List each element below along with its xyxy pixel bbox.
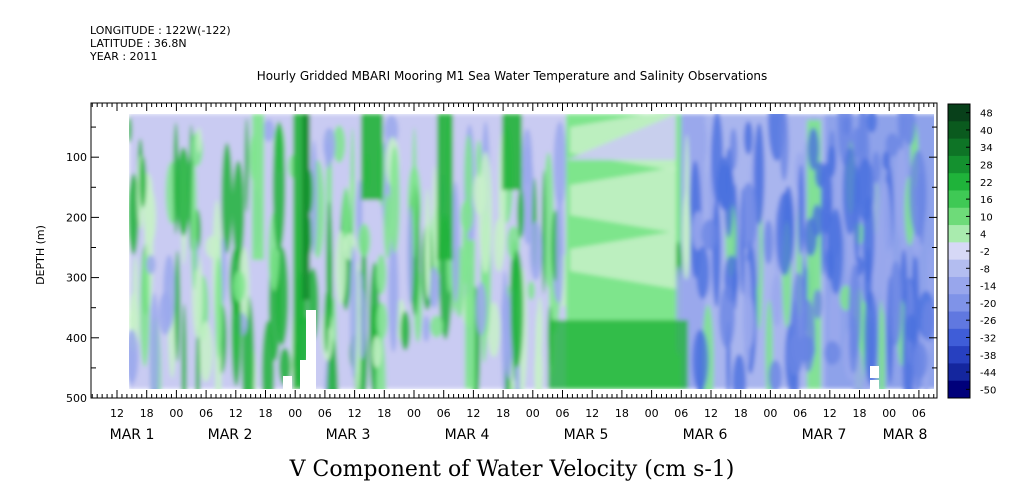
colorbar-swatch: [948, 104, 970, 122]
year-label: YEAR : 2011: [89, 50, 158, 63]
colorbar-tick-label: -2: [980, 247, 990, 258]
colorbar-tick-label: 16: [980, 195, 993, 206]
longitude-label: LONGITUDE : 122W(-122): [90, 24, 231, 37]
colorbar-swatch: [948, 294, 970, 313]
x-tick-label: 12: [585, 407, 599, 420]
colorbar-swatch: [948, 276, 970, 295]
colorbar-tick-label: -32: [980, 333, 996, 344]
colorbar-tick-label: 10: [980, 212, 993, 223]
x-tick-label: 12: [229, 407, 243, 420]
colorbar-swatch: [948, 207, 970, 226]
x-tick-label: 18: [615, 407, 629, 420]
colorbar: 48 40 34 28 22 16 10 4 -2 -8 -14 -20 -26 -32 -38 -44 -50: [947, 103, 996, 399]
colorbar-swatch: [948, 190, 970, 209]
x-tick-label: 06: [199, 407, 213, 420]
colorbar-tick-label: 34: [980, 143, 993, 154]
x-day-label: MAR 3: [326, 427, 371, 443]
colorbar-tick-label: -20: [980, 299, 996, 310]
colorbar-tick-label: -26: [980, 316, 996, 327]
colorbar-swatch: [948, 346, 970, 364]
colorbar-swatch: [948, 363, 970, 382]
colorbar-tick-label: -38: [980, 351, 996, 362]
x-tick-label: 06: [437, 407, 451, 420]
colorbar-tick-label: 40: [980, 126, 993, 137]
axes: 100 200 300 400 500 12 18 00 06 12 18 00 06 12 18 00 06 1…: [66, 102, 938, 443]
x-tick-label: 12: [466, 407, 480, 420]
y-tick-label: 200: [66, 211, 87, 224]
x-tick-label: 06: [318, 407, 332, 420]
x-tick-label: 00: [169, 407, 183, 420]
x-day-label: MAR 2: [208, 427, 253, 443]
x-tick-label: 18: [140, 407, 154, 420]
x-tick-label: 00: [526, 407, 540, 420]
x-tick-label: 12: [704, 407, 718, 420]
colorbar-swatch: [948, 259, 970, 278]
x-tick-label: 18: [853, 407, 867, 420]
colorbar-swatch: [948, 155, 970, 174]
colorbar-swatch: [948, 242, 970, 261]
colorbar-tick-label: 4: [980, 230, 986, 241]
y-tick-label: 500: [66, 392, 87, 405]
x-tick-label: 00: [763, 407, 777, 420]
x-tick-label: 18: [734, 407, 748, 420]
colorbar-tick-label: -14: [980, 282, 996, 293]
colorbar-tick-label: 28: [980, 161, 993, 172]
x-tick-label: 06: [674, 407, 688, 420]
x-day-label: MAR 8: [883, 427, 928, 443]
x-tick-label: 00: [407, 407, 421, 420]
colorbar-tick-label: -44: [980, 368, 996, 379]
colorbar-swatch: [948, 225, 970, 243]
x-tick-label: 18: [377, 407, 391, 420]
colorbar-swatch: [948, 311, 970, 330]
x-day-label: MAR 5: [564, 427, 609, 443]
x-tick-label: 00: [288, 407, 302, 420]
x-tick-label: 06: [912, 407, 926, 420]
x-tick-label: 00: [882, 407, 896, 420]
x-tick-label: 12: [348, 407, 362, 420]
colorbar-swatch: [948, 121, 970, 140]
heatmap-plot-area: [91, 103, 937, 398]
x-tick-label: 06: [793, 407, 807, 420]
colorbar-tick-label: 48: [980, 109, 993, 120]
y-tick-label: 100: [66, 151, 87, 164]
x-day-label: MAR 4: [445, 427, 490, 443]
y-axis-label: DEPTH (m): [34, 225, 47, 285]
x-day-label: MAR 7: [802, 427, 847, 443]
x-day-label: MAR 6: [683, 427, 728, 443]
x-axis-label: V Component of Water Velocity (cm s-1): [289, 457, 735, 482]
colorbar-swatch: [948, 380, 970, 399]
y-tick-label: 300: [66, 272, 87, 285]
x-tick-label: 12: [823, 407, 837, 420]
x-tick-label: 18: [259, 407, 273, 420]
x-tick-label: 12: [110, 407, 124, 420]
colorbar-swatch: [948, 138, 970, 157]
x-tick-label: 06: [556, 407, 570, 420]
colorbar-swatch: [948, 328, 970, 347]
colorbar-swatch: [948, 173, 970, 191]
x-tick-label: 18: [496, 407, 510, 420]
colorbar-tick-label: 22: [980, 178, 993, 189]
colorbar-tick-label: -8: [980, 264, 990, 275]
y-tick-label: 400: [66, 332, 87, 345]
x-day-label: MAR 1: [110, 427, 155, 443]
x-tick-label: 00: [645, 407, 659, 420]
colorbar-tick-label: -50: [980, 385, 996, 396]
latitude-label: LATITUDE : 36.8N: [90, 37, 187, 50]
chart-title: Hourly Gridded MBARI Mooring M1 Sea Wate…: [257, 69, 768, 83]
